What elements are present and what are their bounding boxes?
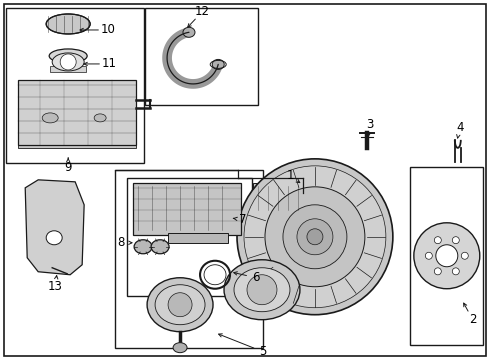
Bar <box>18 80 136 145</box>
Text: 2: 2 <box>469 313 477 326</box>
Ellipse shape <box>461 252 468 259</box>
Text: 3: 3 <box>366 118 373 131</box>
Polygon shape <box>25 180 84 275</box>
Ellipse shape <box>265 187 365 287</box>
Bar <box>50 66 86 72</box>
Ellipse shape <box>452 268 459 275</box>
Ellipse shape <box>155 285 205 325</box>
Text: 10: 10 <box>100 23 116 36</box>
Text: 5: 5 <box>259 345 267 358</box>
Text: 9: 9 <box>64 161 72 174</box>
Bar <box>253 183 311 213</box>
Ellipse shape <box>307 229 323 245</box>
Ellipse shape <box>237 159 393 315</box>
Ellipse shape <box>414 223 480 289</box>
Text: 8: 8 <box>118 236 125 249</box>
Ellipse shape <box>94 114 106 122</box>
Ellipse shape <box>147 278 213 332</box>
Ellipse shape <box>234 268 290 312</box>
Bar <box>145 8 258 105</box>
Text: 12: 12 <box>195 5 210 18</box>
Ellipse shape <box>52 53 84 71</box>
Bar <box>18 140 136 148</box>
Text: 11: 11 <box>101 58 117 71</box>
Ellipse shape <box>42 113 58 123</box>
Ellipse shape <box>46 14 90 34</box>
Text: 6: 6 <box>252 271 260 284</box>
Bar <box>127 178 252 296</box>
Text: 4: 4 <box>456 121 464 134</box>
Ellipse shape <box>452 237 459 244</box>
Ellipse shape <box>247 275 277 305</box>
Ellipse shape <box>49 49 87 63</box>
Bar <box>115 170 263 348</box>
Ellipse shape <box>297 219 333 255</box>
Ellipse shape <box>212 59 224 69</box>
Ellipse shape <box>434 237 441 244</box>
Ellipse shape <box>434 268 441 275</box>
Ellipse shape <box>46 231 62 245</box>
Ellipse shape <box>283 205 347 269</box>
Ellipse shape <box>173 343 187 353</box>
Ellipse shape <box>224 260 300 320</box>
Ellipse shape <box>244 166 386 308</box>
Text: 7: 7 <box>239 213 247 226</box>
Text: 13: 13 <box>48 280 63 293</box>
Ellipse shape <box>168 293 192 317</box>
Ellipse shape <box>151 240 169 254</box>
Ellipse shape <box>134 240 152 254</box>
Text: 1: 1 <box>286 169 294 182</box>
Ellipse shape <box>425 252 432 259</box>
Bar <box>410 167 483 345</box>
Bar <box>168 233 228 243</box>
Bar <box>133 183 241 235</box>
Ellipse shape <box>60 54 76 70</box>
Ellipse shape <box>436 245 458 267</box>
Ellipse shape <box>183 27 195 37</box>
Bar <box>6 8 144 163</box>
